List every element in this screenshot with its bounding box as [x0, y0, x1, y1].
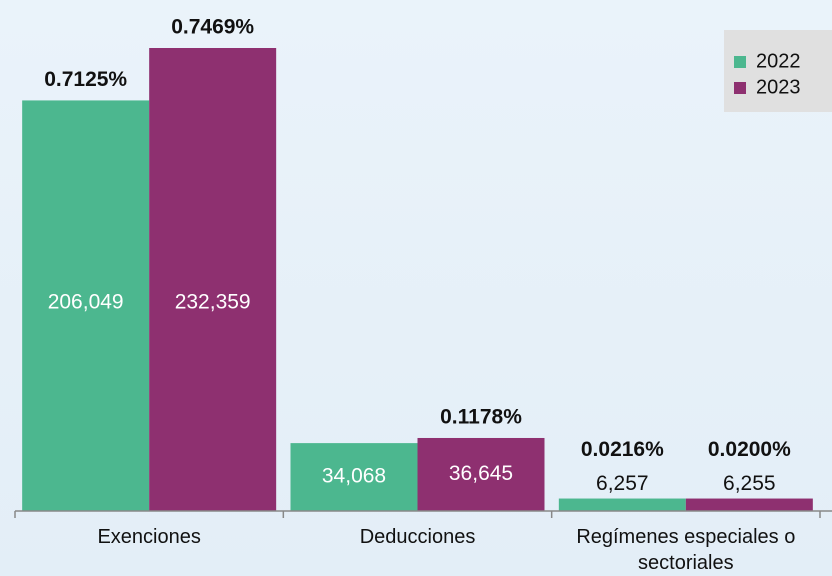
legend-swatch [734, 56, 746, 68]
x-tick-label: Regímenes especiales o sectoriales [576, 526, 796, 574]
legend-label: 2022 [756, 50, 801, 72]
value-label: 6,257 [596, 472, 649, 495]
value-label: 36,645 [449, 462, 513, 485]
percent-label: 0.7125% [44, 68, 127, 91]
bar [149, 48, 277, 511]
bar [558, 498, 686, 511]
x-tick-label: Deducciones [359, 526, 476, 548]
legend-swatch [734, 82, 746, 94]
percent-label: 0.0216% [581, 438, 664, 461]
percent-label: 0.0200% [708, 438, 791, 461]
percent-label: 0.7469% [171, 16, 254, 39]
legend-box [724, 30, 832, 112]
bar [22, 100, 150, 511]
legend-label: 2023 [756, 76, 801, 98]
value-label: 232,359 [175, 291, 251, 314]
value-label: 206,049 [48, 291, 124, 314]
value-label: 34,068 [322, 465, 386, 488]
x-tick-label: Exenciones [97, 526, 201, 548]
value-label: 6,255 [723, 472, 776, 495]
percent-label: 0.1178% [440, 406, 522, 429]
bar [417, 437, 545, 511]
bar [290, 443, 418, 511]
bar [685, 498, 813, 511]
